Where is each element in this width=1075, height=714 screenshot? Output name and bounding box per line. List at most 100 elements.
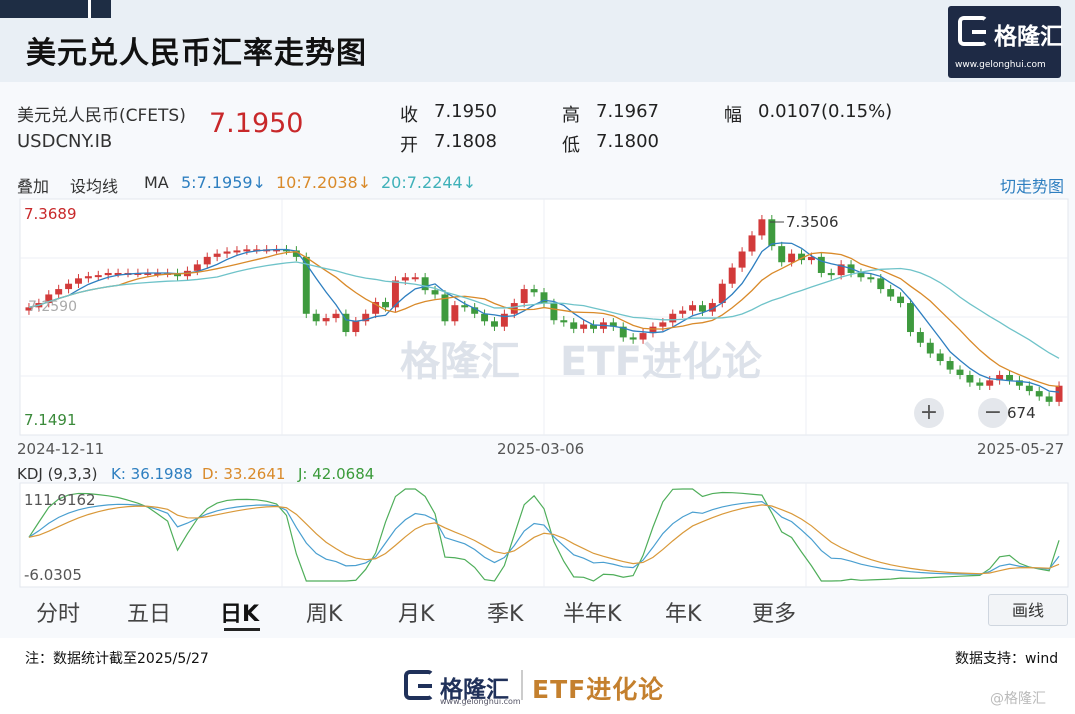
tab-8[interactable]: 年K: [665, 602, 702, 627]
candle: [609, 322, 617, 327]
candle: [857, 272, 865, 278]
logo-url: www.gelonghui.com: [955, 60, 1046, 70]
kdj-title: KDJ (9,3,3): [17, 465, 98, 483]
candle: [590, 324, 597, 329]
candle: [926, 342, 934, 354]
candle: [352, 321, 360, 333]
candle: [471, 307, 479, 314]
logo-name: 格隆汇: [994, 24, 1063, 50]
candle: [659, 322, 667, 327]
kdj-d-value: D: 33.2641: [202, 465, 286, 483]
candle: [738, 251, 746, 268]
candle: [936, 353, 944, 362]
candle: [312, 313, 320, 322]
candle: [283, 249, 290, 252]
low-value: 7.1800: [596, 131, 659, 152]
tab-6[interactable]: 季K: [487, 602, 524, 627]
candle: [768, 219, 776, 247]
watermark-brand: 格隆汇: [400, 339, 520, 385]
candle: [1025, 385, 1033, 392]
range-label: 幅: [724, 105, 742, 126]
candle: [481, 313, 489, 322]
candle: [1015, 380, 1023, 386]
candle: [213, 253, 221, 257]
candle: [401, 277, 409, 281]
candle: [1055, 385, 1063, 402]
candle: [332, 313, 340, 319]
kdj-k-value: K: 36.1988: [111, 465, 193, 483]
switch-trend-button[interactable]: 切走势图: [1000, 177, 1065, 196]
candle: [292, 250, 300, 257]
candle: [431, 290, 439, 295]
ma20-line: [28, 261, 1060, 359]
candle: [837, 264, 845, 276]
footer-divider: [521, 670, 523, 700]
candle: [322, 318, 330, 322]
candle: [193, 264, 201, 271]
kdj-j-value: J: 42.0684: [298, 465, 375, 483]
ma5-value: 5:7.1959↓: [181, 173, 266, 192]
candle: [1006, 374, 1013, 381]
candle: [243, 249, 251, 252]
candle: [174, 272, 181, 277]
draw-line-button[interactable]: 画线: [988, 594, 1068, 626]
date-end: 2025-05-27: [977, 440, 1064, 458]
candle: [382, 301, 389, 308]
candle: [362, 313, 370, 322]
candle: [154, 272, 162, 275]
high-value: 7.1967: [596, 101, 659, 122]
kdj-max-label: 111.9162: [24, 491, 96, 509]
tab-5[interactable]: 月K: [398, 602, 435, 627]
tab-4[interactable]: 周K: [306, 602, 343, 627]
range-value: 0.0107(0.15%): [758, 101, 893, 122]
candle: [887, 289, 895, 297]
candle: [778, 246, 786, 263]
instrument-name: 美元兑人民币(CFETS): [17, 106, 186, 126]
bottom-right-label: 674: [1007, 404, 1036, 422]
candle: [500, 313, 508, 327]
candle: [560, 320, 568, 323]
zoom-out-button[interactable]: −: [978, 398, 1008, 428]
kdj-min-label: -6.0305: [24, 566, 82, 584]
corner-watermark: @格隆汇: [990, 691, 1046, 707]
left-mid-label: 7.2590: [28, 299, 77, 315]
y-min-label: 7.1491: [24, 411, 77, 429]
close-label: 收: [400, 105, 418, 126]
instrument-code: USDCNY.IB: [17, 131, 113, 152]
tab-3[interactable]: 日K: [220, 602, 260, 627]
chart-watermark: 格隆汇 ETF进化论: [400, 339, 763, 385]
tab-9[interactable]: 更多: [752, 602, 797, 627]
zoom-in-button[interactable]: +: [914, 398, 944, 428]
overlay-button[interactable]: 叠加: [17, 177, 50, 196]
candle: [798, 253, 805, 261]
tab-2[interactable]: 五日: [127, 602, 172, 627]
candle: [25, 307, 33, 311]
candle: [827, 272, 835, 276]
chart-area[interactable]: 格隆汇 ETF进化论 7.3689 7.1491 7.2590 7.3506 674 202…: [0, 195, 1075, 590]
candle: [302, 256, 310, 314]
candle: [570, 322, 578, 329]
set-ma-button[interactable]: 设均线: [70, 177, 119, 196]
ma20-value: 20:7.2244↓: [381, 173, 477, 192]
candle: [728, 267, 736, 284]
y-max-label: 7.3689: [24, 205, 77, 223]
footer-logo-icon: [404, 670, 434, 700]
candle: [1035, 391, 1043, 397]
tab-1[interactable]: 分时: [36, 602, 81, 627]
tab-7[interactable]: 半年K: [563, 602, 622, 627]
close-value: 7.1950: [434, 101, 497, 122]
candle: [758, 219, 766, 236]
candle: [679, 310, 687, 314]
candle: [788, 253, 796, 263]
candle: [669, 313, 677, 323]
date-start: 2024-12-11: [17, 440, 104, 458]
kdj-j-line: [28, 488, 1060, 582]
candle: [45, 294, 53, 304]
candle: [580, 324, 588, 329]
candle: [233, 250, 241, 253]
candle: [461, 305, 469, 308]
candle: [996, 374, 1004, 381]
candle: [421, 277, 429, 291]
candle: [708, 303, 716, 312]
footer-source: 数据支持：wind: [955, 651, 1059, 667]
